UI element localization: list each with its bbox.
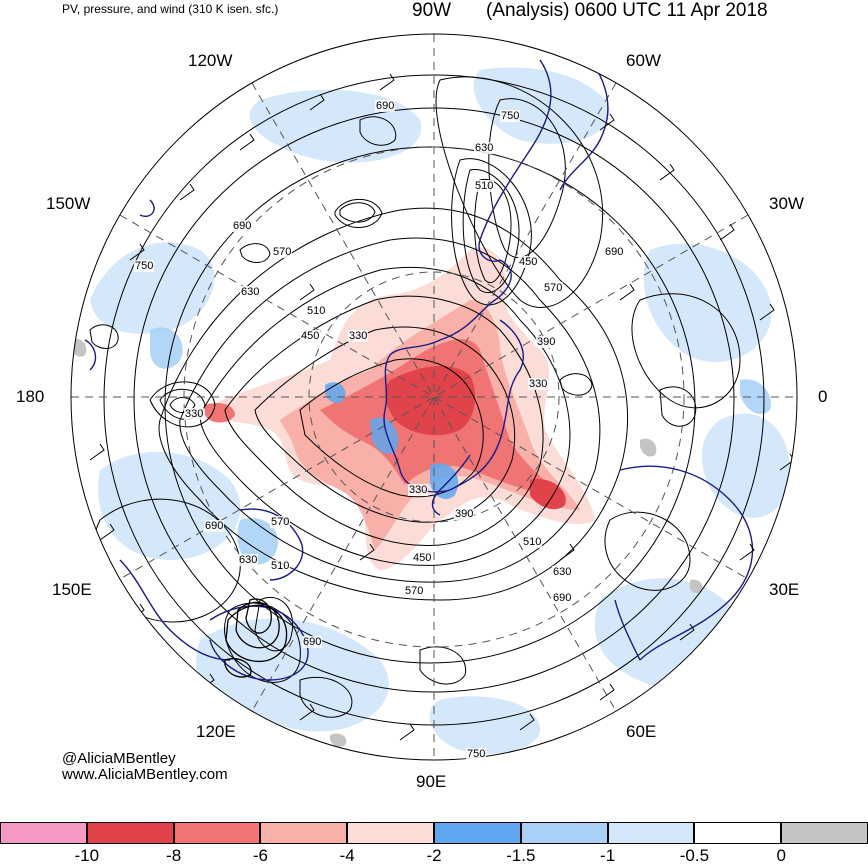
isobar-label: 450 bbox=[300, 330, 321, 342]
isobar-label: 510 bbox=[306, 305, 327, 317]
isobar-label: 330 bbox=[528, 378, 549, 390]
credit-handle: @AliciaMBentley bbox=[62, 750, 176, 767]
isobar-label: 630 bbox=[552, 566, 573, 578]
isobar-label: 510 bbox=[522, 536, 543, 548]
isobar-label: 630 bbox=[474, 142, 495, 154]
isobar-label: 690 bbox=[232, 220, 253, 232]
lon-label-0: 0 bbox=[818, 387, 828, 406]
isobar-label: 510 bbox=[270, 560, 291, 572]
colorbar-swatch bbox=[781, 822, 868, 844]
lon-label-30e: 30E bbox=[769, 580, 800, 599]
isobar-label: 750 bbox=[500, 110, 521, 122]
colorbar bbox=[0, 822, 868, 844]
map-field bbox=[71, 34, 797, 760]
colorbar-swatch bbox=[86, 822, 174, 844]
isobar-label: 330 bbox=[184, 408, 205, 420]
colorbar-tick-label: -1 bbox=[600, 846, 616, 865]
polar-map bbox=[70, 33, 798, 761]
isobar-label: 450 bbox=[412, 552, 433, 564]
colorbar-tick-label: -0.5 bbox=[679, 846, 710, 865]
map-title-left: PV, pressure, and wind (310 K isen. sfc.… bbox=[62, 2, 279, 16]
credit-url: www.AliciaMBentley.com bbox=[62, 766, 228, 783]
isobar-label: 690 bbox=[604, 246, 625, 258]
isobar-label: 570 bbox=[404, 585, 425, 597]
isobar-label: 330 bbox=[408, 484, 429, 496]
isobar-label: 510 bbox=[474, 180, 495, 192]
pv-inner-blue bbox=[325, 382, 459, 500]
isobar-label: 570 bbox=[270, 516, 291, 528]
colorbar-swatch bbox=[347, 822, 434, 844]
colorbar-tick-label: -4 bbox=[339, 846, 355, 865]
colorbar-swatch bbox=[520, 822, 608, 844]
isobar-label: 750 bbox=[134, 260, 155, 272]
colorbar-swatch bbox=[694, 822, 782, 844]
lon-label-150e: 150E bbox=[52, 580, 92, 599]
isobar-label: 750 bbox=[466, 748, 487, 760]
lon-label-60e: 60E bbox=[626, 722, 657, 741]
isobar-label: 390 bbox=[536, 336, 557, 348]
colorbar-tick-label: -1.5 bbox=[506, 846, 536, 865]
wind-barbs bbox=[89, 73, 795, 741]
colorbar-tick-label: -2 bbox=[426, 846, 442, 865]
isobar-label: 690 bbox=[375, 100, 396, 112]
map-boundary bbox=[70, 33, 798, 761]
colorbar-swatch bbox=[607, 822, 695, 844]
colorbar-swatch bbox=[260, 822, 348, 844]
map-title-right: (Analysis) 0600 UTC 11 Apr 2018 bbox=[486, 0, 768, 21]
lon-label-60w: 60W bbox=[626, 51, 661, 70]
graticule bbox=[71, 34, 797, 760]
colorbar-tick-label: 0 bbox=[776, 846, 786, 865]
isobar-label: 330 bbox=[348, 330, 369, 342]
isobar-label: 630 bbox=[238, 554, 259, 566]
high-pressure-cluster bbox=[224, 598, 288, 678]
lon-label-150w: 150W bbox=[46, 194, 91, 213]
colorbar-tick-label: -6 bbox=[252, 846, 268, 865]
isobar-label: 690 bbox=[204, 520, 225, 532]
lon-label-30w: 30W bbox=[769, 194, 804, 213]
colorbar-swatch bbox=[433, 822, 521, 844]
colorbar-swatch bbox=[173, 822, 261, 844]
isobar-label: 570 bbox=[543, 282, 564, 294]
lon-label-120w: 120W bbox=[188, 51, 233, 70]
colorbar-swatch bbox=[0, 822, 87, 844]
lon-label-180: 180 bbox=[16, 387, 45, 406]
lon-label-120e: 120E bbox=[196, 722, 236, 741]
isobar-label: 630 bbox=[240, 286, 261, 298]
isobar-label: 690 bbox=[552, 592, 573, 604]
lon-label-90w: 90W bbox=[412, 0, 452, 21]
isobar-label: 450 bbox=[518, 256, 539, 268]
colorbar-tick-label: -10 bbox=[74, 846, 100, 865]
isobar-label: 690 bbox=[302, 636, 323, 648]
colorbar-tick-label: -8 bbox=[166, 846, 182, 865]
isobar-label: 390 bbox=[454, 508, 475, 520]
lon-label-90e: 90E bbox=[416, 772, 447, 791]
isobar-label: 570 bbox=[272, 246, 293, 258]
